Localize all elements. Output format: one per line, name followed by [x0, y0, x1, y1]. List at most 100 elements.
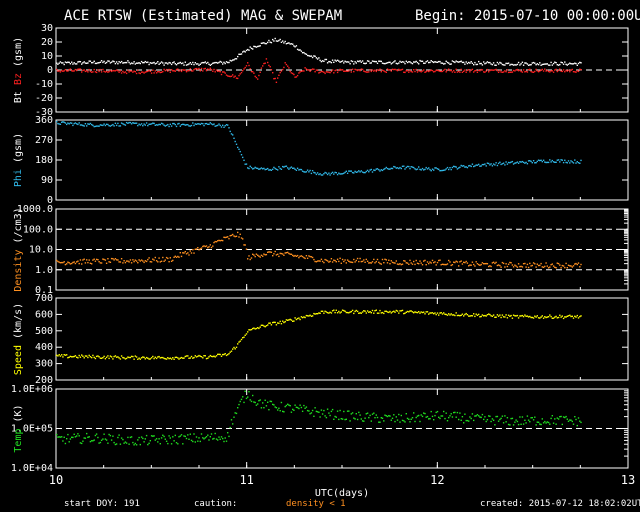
data-point-temp — [416, 415, 419, 417]
data-point-bt — [515, 64, 517, 66]
data-point-bz — [344, 70, 346, 72]
data-point-phi — [436, 168, 439, 170]
data-point-speed — [384, 310, 386, 312]
data-point-speed — [520, 315, 522, 317]
data-point-phi — [198, 123, 200, 125]
data-point-density — [89, 262, 92, 264]
data-point-density — [438, 259, 440, 262]
data-point-phi — [363, 171, 365, 174]
data-point-phi — [219, 124, 221, 127]
data-point-phi — [240, 154, 243, 156]
data-point-speed — [113, 355, 115, 358]
data-point-density — [391, 261, 394, 264]
data-point-temp — [252, 394, 254, 397]
data-point-bz — [361, 68, 364, 71]
data-point-speed — [109, 355, 112, 357]
data-point-phi — [577, 162, 580, 164]
data-point-bt — [78, 60, 80, 63]
data-point-temp — [223, 440, 225, 443]
data-point-speed — [343, 309, 345, 312]
data-point-density — [145, 260, 148, 263]
data-point-temp — [435, 411, 437, 414]
data-point-bt — [373, 60, 375, 63]
data-point-density — [520, 265, 522, 268]
data-point-temp — [220, 436, 223, 438]
data-point-speed — [222, 353, 224, 356]
data-point-temp — [358, 411, 360, 414]
data-point-bt — [344, 60, 346, 62]
data-point-bz — [492, 69, 495, 71]
data-point-bz — [159, 71, 161, 74]
data-point-phi — [278, 166, 280, 168]
data-point-speed — [205, 357, 208, 360]
data-point-bz — [450, 69, 452, 72]
data-point-bt — [391, 62, 394, 64]
ytick-label-phi: 90 — [41, 175, 53, 186]
data-point-temp — [115, 443, 118, 445]
data-point-speed — [165, 358, 168, 360]
data-point-bt — [213, 62, 215, 64]
data-point-density — [414, 263, 416, 266]
data-point-temp — [316, 411, 319, 413]
data-point-bz — [355, 69, 357, 71]
data-point-bt — [546, 63, 548, 65]
data-point-temp — [463, 422, 465, 424]
data-point-bz — [530, 70, 532, 73]
data-point-phi — [484, 163, 486, 165]
data-point-density — [229, 235, 231, 237]
data-point-phi — [204, 123, 206, 125]
data-point-bz — [383, 70, 385, 72]
data-point-bt — [340, 60, 342, 63]
data-point-bz — [363, 70, 365, 72]
data-point-phi — [145, 122, 148, 124]
data-point-density — [269, 251, 271, 253]
data-point-bz — [58, 70, 60, 72]
data-point-temp — [104, 438, 107, 440]
data-point-bz — [359, 69, 361, 72]
data-point-temp — [84, 437, 87, 439]
data-point-bz — [486, 68, 489, 71]
data-point-phi — [500, 163, 502, 166]
data-point-bt — [443, 63, 445, 65]
data-point-density — [298, 256, 300, 259]
data-point-temp — [364, 417, 366, 419]
data-point-bt — [237, 55, 239, 58]
data-point-bt — [561, 62, 563, 64]
data-point-bz — [368, 71, 370, 73]
data-point-speed — [363, 310, 365, 312]
data-point-phi — [566, 162, 568, 164]
data-point-speed — [160, 356, 163, 359]
data-point-density — [420, 262, 422, 264]
data-point-temp — [502, 422, 505, 424]
data-point-temp — [343, 410, 345, 413]
data-point-bz — [507, 71, 510, 74]
data-point-bt — [532, 61, 535, 64]
data-point-bz — [514, 70, 516, 72]
data-point-bt — [446, 61, 449, 64]
data-point-bz — [284, 62, 286, 64]
data-point-temp — [112, 435, 114, 437]
data-point-density — [193, 252, 195, 254]
data-point-temp — [562, 416, 565, 418]
data-point-density — [66, 263, 68, 265]
data-point-density — [388, 259, 390, 261]
data-point-phi — [61, 121, 63, 123]
data-point-phi — [162, 123, 164, 125]
data-point-temp — [324, 415, 326, 417]
data-point-speed — [341, 309, 344, 311]
data-point-phi — [345, 170, 347, 172]
data-point-phi — [117, 122, 119, 125]
data-point-bz — [247, 62, 249, 64]
data-point-bt — [82, 62, 84, 64]
data-point-temp — [71, 436, 73, 438]
data-point-temp — [262, 402, 264, 404]
data-point-temp — [344, 418, 346, 421]
data-point-speed — [178, 358, 180, 360]
data-point-density — [430, 262, 432, 264]
data-point-bz — [444, 68, 446, 71]
data-point-temp — [279, 410, 281, 412]
data-point-bz — [415, 68, 417, 71]
data-point-bt — [160, 61, 163, 63]
data-point-phi — [468, 165, 470, 167]
data-point-bz — [115, 69, 118, 71]
